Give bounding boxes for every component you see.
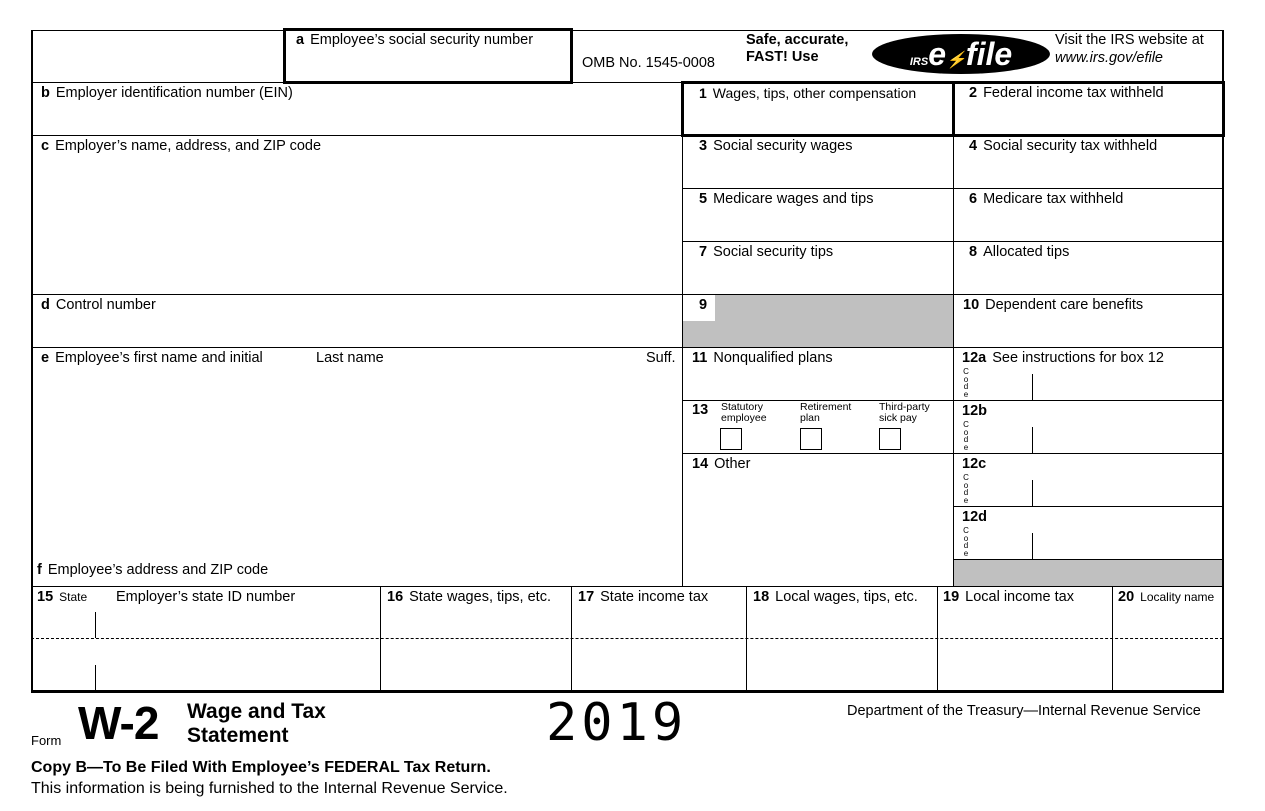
box-12d-label: 12d — [962, 509, 987, 525]
box-e-suffix-label: Suff. — [646, 350, 676, 366]
tax-year: 2019 — [546, 693, 688, 753]
box-12a-label: 12a See instructions for box 12 — [962, 350, 1164, 366]
form-left-border — [31, 30, 33, 692]
dashed-divider — [31, 638, 1223, 639]
irs-website-text: Visit the IRS website at — [1055, 32, 1204, 48]
box-4-label: 4 Social security tax withheld — [969, 138, 1158, 154]
box-c-label: c Employer’s name, address, and ZIP code — [41, 138, 322, 154]
form-right-border — [1222, 30, 1224, 692]
box-5-label: 5 Medicare wages and tips — [699, 191, 874, 207]
box-d-label: d Control number — [41, 297, 156, 313]
divider — [746, 586, 747, 691]
box-9-label: 9 — [699, 297, 708, 313]
box-a-ssn[interactable] — [283, 28, 573, 84]
irs-efile-logo: IRSe⚡file — [872, 34, 1050, 74]
divider — [937, 586, 938, 691]
third-party-sick-pay-checkbox[interactable] — [879, 428, 901, 450]
divider — [571, 586, 572, 691]
copy-b-instruction: Copy B—To Be Filed With Employee’s FEDER… — [31, 759, 491, 776]
divider — [31, 586, 1223, 587]
box-14-label: 14 Other — [692, 456, 751, 472]
form-title: Wage and Tax Statement — [187, 700, 326, 747]
box-15-employer-state-id-label: Employer’s state ID number — [116, 589, 296, 605]
box-20-label: 20 Locality name — [1118, 589, 1215, 605]
box-16-label: 16 State wages, tips, etc. — [387, 589, 551, 605]
divider — [95, 665, 96, 691]
box-1-label: 1 Wages, tips, other compensation — [699, 85, 917, 101]
efile-promo: FAST! Use — [746, 49, 819, 65]
divider — [682, 188, 1223, 189]
code-divider — [1032, 480, 1033, 506]
divider — [31, 82, 1223, 83]
box-18-label: 18 Local wages, tips, etc. — [753, 589, 918, 605]
box-2-label: 2 Federal income tax withheld — [969, 85, 1164, 101]
form-top-border — [31, 30, 1223, 31]
divider — [380, 586, 381, 691]
omb-number: OMB No. 1545-0008 — [582, 55, 715, 71]
box-9-shading — [683, 321, 715, 347]
box-b-label: b Employer identification number (EIN) — [41, 85, 293, 101]
box-11-label: 11 Nonqualified plans — [692, 350, 833, 366]
box-e-last-name-label: Last name — [316, 350, 384, 366]
box-6-label: 6 Medicare tax withheld — [969, 191, 1124, 207]
irs-website-link[interactable]: www.irs.gov/efile — [1055, 50, 1163, 66]
divider — [31, 347, 1223, 348]
box-12b-label: 12b — [962, 403, 987, 419]
divider — [682, 400, 1223, 401]
box-12c-label: 12c — [962, 456, 987, 472]
box-e-label: e Employee’s first name and initial — [41, 350, 263, 366]
divider — [31, 294, 1223, 295]
retirement-plan-checkbox[interactable] — [800, 428, 822, 450]
form-bottom-border — [31, 690, 1224, 693]
divider — [682, 82, 683, 586]
code-divider — [1032, 533, 1033, 559]
divider — [31, 135, 1223, 136]
divider — [682, 453, 1223, 454]
box-7-label: 7 Social security tips — [699, 244, 834, 260]
box-f-label: f Employee’s address and ZIP code — [37, 562, 269, 578]
divider — [953, 82, 954, 586]
statutory-employee-checkbox[interactable] — [720, 428, 742, 450]
divider — [95, 612, 96, 638]
box-13-label: 13 — [692, 402, 709, 418]
box-9-shading — [715, 295, 953, 347]
box-a-label: a Employee’s social security number — [296, 32, 534, 48]
code-divider — [1032, 374, 1033, 400]
box-2-federal-tax[interactable] — [952, 81, 1225, 137]
retirement-plan-label: Retirement plan — [800, 401, 852, 424]
department-label: Department of the Treasury—Internal Reve… — [847, 703, 1201, 719]
divider — [953, 506, 1223, 507]
box-8-label: 8 Allocated tips — [969, 244, 1070, 260]
form-word: Form — [31, 733, 62, 748]
divider — [682, 241, 1223, 242]
box-12-shading — [954, 560, 1222, 586]
box-15-state-label: 15 State — [37, 589, 88, 605]
third-party-sick-pay-label: Third-party sick pay — [879, 401, 930, 424]
efile-promo: Safe, accurate, — [746, 32, 849, 48]
code-divider — [1032, 427, 1033, 453]
box-10-label: 10 Dependent care benefits — [963, 297, 1144, 313]
statutory-employee-label: Statutory employee — [721, 401, 767, 424]
box-17-label: 17 State income tax — [578, 589, 709, 605]
box-19-label: 19 Local income tax — [943, 589, 1074, 605]
divider — [953, 559, 1223, 560]
box-3-label: 3 Social security wages — [699, 138, 853, 154]
divider — [1112, 586, 1113, 691]
irs-notice: This information is being furnished to t… — [31, 780, 508, 797]
form-name: W-2 — [78, 697, 159, 749]
